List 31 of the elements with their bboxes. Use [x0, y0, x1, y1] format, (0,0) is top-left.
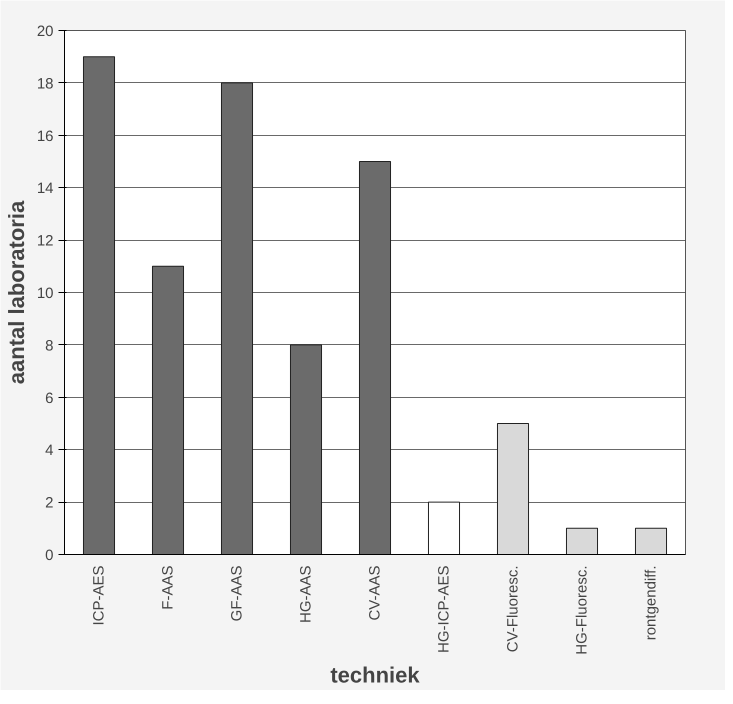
y-tick-label: 2 — [45, 494, 54, 512]
y-tick-label: 4 — [45, 442, 54, 460]
x-tick-label: HG-AAS — [298, 565, 314, 624]
x-tick-label: GF-AAS — [228, 565, 246, 622]
y-tick-label: 18 — [36, 75, 54, 92]
y-tick-label: 6 — [45, 390, 54, 407]
y-tick-label: 0 — [45, 547, 54, 564]
y-tick-label: 12 — [36, 232, 54, 250]
bar — [290, 344, 322, 554]
bar — [82, 56, 116, 554]
x-tick-label: HG-ICP-AES — [436, 565, 452, 654]
x-tick-label: CV-AAS — [366, 565, 384, 621]
x-tick-label: HG-Fluoresc. — [574, 565, 590, 655]
bar — [566, 528, 598, 554]
y-tick-label: 8 — [45, 337, 54, 354]
x-tick-label: F-AAS — [160, 565, 176, 610]
bar — [496, 423, 530, 554]
x-tick-label: rontgendiff. — [642, 566, 660, 640]
y-tick-label: 10 — [36, 285, 54, 302]
bar — [220, 82, 254, 554]
bar — [634, 528, 668, 554]
x-axis-title: techniek — [330, 662, 420, 688]
x-tick-label: CV-Fluoresc. — [504, 565, 522, 652]
y-tick-label: 14 — [36, 180, 54, 198]
bar — [428, 502, 460, 554]
y-tick-label: 20 — [36, 23, 54, 40]
bar — [358, 161, 392, 554]
x-tick-label: ICP-AES — [90, 566, 108, 626]
y-tick-label: 16 — [36, 128, 54, 145]
bar — [152, 266, 184, 554]
y-axis-title: aantal laboratoria — [4, 200, 29, 384]
